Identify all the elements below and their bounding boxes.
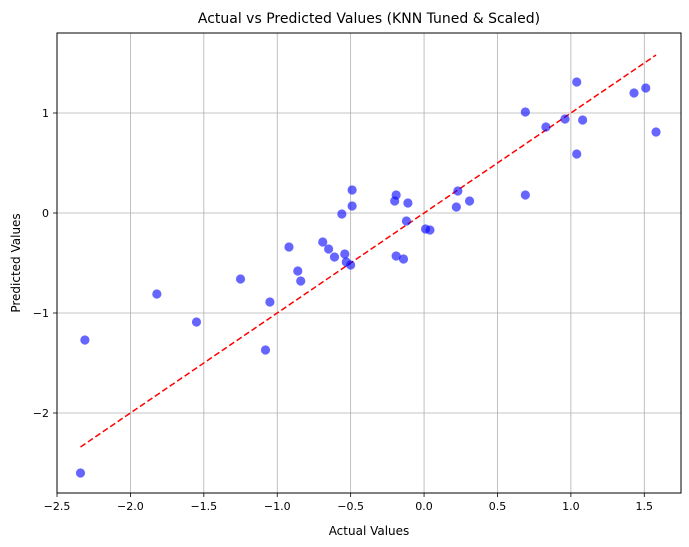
x-tick-label: −2.5 (44, 500, 71, 513)
data-point (560, 114, 570, 124)
x-axis-label: Actual Values (329, 524, 410, 538)
data-point (572, 77, 582, 87)
data-point (346, 260, 356, 270)
reference-line-layer (80, 54, 657, 448)
data-point (80, 335, 90, 345)
data-point (391, 190, 401, 200)
data-point (520, 190, 530, 200)
data-points (75, 77, 661, 478)
data-point (75, 468, 86, 478)
data-point (235, 274, 246, 284)
x-tick-label: −0.5 (337, 500, 364, 513)
data-point (347, 201, 357, 211)
data-point (347, 185, 357, 195)
reference-line (80, 54, 657, 448)
x-tick-label: −1.5 (190, 500, 217, 513)
chart-title: Actual vs Predicted Values (KNN Tuned & … (198, 11, 540, 27)
data-point (260, 345, 271, 355)
data-point (651, 127, 661, 137)
data-point (464, 196, 475, 206)
x-tick-label: 1.5 (636, 500, 654, 513)
data-point (265, 297, 275, 307)
y-tick-label: 0 (42, 207, 49, 220)
data-point (641, 83, 651, 93)
x-tick-label: 0.0 (415, 500, 433, 513)
data-point (451, 202, 461, 212)
data-point (398, 254, 409, 264)
data-point (520, 107, 530, 117)
data-point (340, 249, 350, 259)
data-point (453, 186, 463, 196)
data-point (541, 122, 551, 132)
y-tick-label: −1 (33, 307, 49, 320)
y-axis: −2 −1 0 1 (33, 107, 57, 420)
data-point (425, 225, 435, 235)
data-point (152, 289, 162, 299)
data-point (578, 115, 588, 125)
x-axis: −2.5 −2.0 −1.5 −1.0 −0.5 0.0 0.5 1.0 1.5 (44, 493, 653, 513)
y-tick-label: −2 (33, 407, 49, 420)
data-point (293, 266, 303, 276)
x-tick-label: −1.0 (264, 500, 291, 513)
plot-area (56, 32, 682, 494)
data-point (329, 252, 340, 262)
data-point (324, 244, 334, 254)
data-point (318, 237, 328, 247)
x-tick-label: 1.0 (562, 500, 580, 513)
grid (56, 33, 681, 493)
y-axis-label: Predicted Values (9, 213, 23, 312)
data-point (629, 88, 639, 98)
plot-background (57, 33, 681, 493)
data-point (572, 149, 582, 159)
data-point (401, 216, 412, 226)
x-tick-label: −2.0 (117, 500, 144, 513)
data-point (296, 276, 306, 286)
x-tick-label: 0.5 (489, 500, 507, 513)
data-point (391, 251, 401, 261)
y-tick-label: 1 (42, 107, 49, 120)
data-point (191, 317, 202, 327)
data-point (337, 209, 347, 219)
data-point (403, 198, 413, 208)
plot-frame (56, 32, 682, 494)
data-point (284, 242, 294, 252)
